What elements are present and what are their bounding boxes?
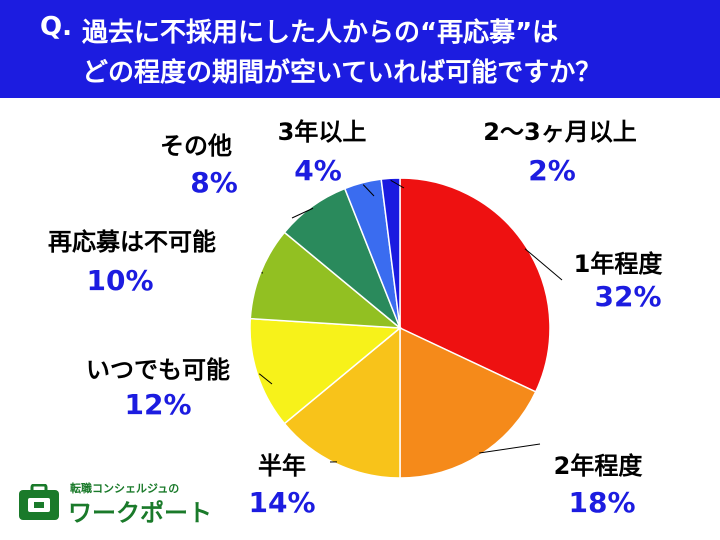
- slice-label: その他: [160, 132, 232, 160]
- leader-line: [258, 373, 273, 385]
- slice-value-label: 18%: [568, 486, 635, 519]
- pie-slice: [283, 326, 401, 479]
- question-line-1: 過去に不採用にした人からの“再応募”は: [82, 18, 559, 48]
- slice-label: いつでも可能: [86, 356, 230, 384]
- slice-value-label: 14%: [248, 486, 315, 519]
- question-header: Q. 過去に不採用にした人からの“再応募”は どの程度の期間が空いていれば可能で…: [0, 0, 720, 98]
- leader-line: [479, 443, 541, 454]
- logo-name: ワークポート: [68, 499, 212, 527]
- slice-value-label: 10%: [86, 264, 153, 297]
- pie-slice: [380, 177, 401, 329]
- slice-label: 2年程度: [554, 452, 644, 480]
- slice-value-label: 8%: [190, 166, 238, 199]
- pie-slice: [249, 317, 402, 425]
- leader-line: [291, 207, 314, 219]
- logo-tagline: 転職コンシェルジュの: [70, 482, 180, 495]
- slice-label: 2～3ヶ月以上: [483, 118, 636, 146]
- question-mark: Q.: [40, 12, 72, 42]
- slice-label: 1年程度: [574, 250, 664, 278]
- workport-logo: 転職コンシェルジュの ワークポート: [18, 478, 212, 527]
- slice-value-label: 2%: [528, 154, 576, 187]
- leader-line: [524, 248, 563, 281]
- question-line-2: どの程度の期間が空いていれば可能ですか？: [82, 58, 602, 88]
- pie-slice: [399, 326, 537, 479]
- slice-value-label: 12%: [124, 388, 191, 421]
- briefcase-icon: [19, 484, 59, 520]
- slice-label: 半年: [258, 452, 306, 480]
- slice-label: 3年以上: [278, 118, 367, 146]
- slice-label: 再応募は不可能: [48, 228, 216, 256]
- pie-slice: [399, 177, 551, 393]
- slice-value-label: 4%: [294, 154, 342, 187]
- leader-line: [390, 179, 405, 189]
- leader-line: [362, 184, 375, 197]
- slice-value-label: 32%: [594, 280, 661, 313]
- pie-slice: [249, 231, 403, 329]
